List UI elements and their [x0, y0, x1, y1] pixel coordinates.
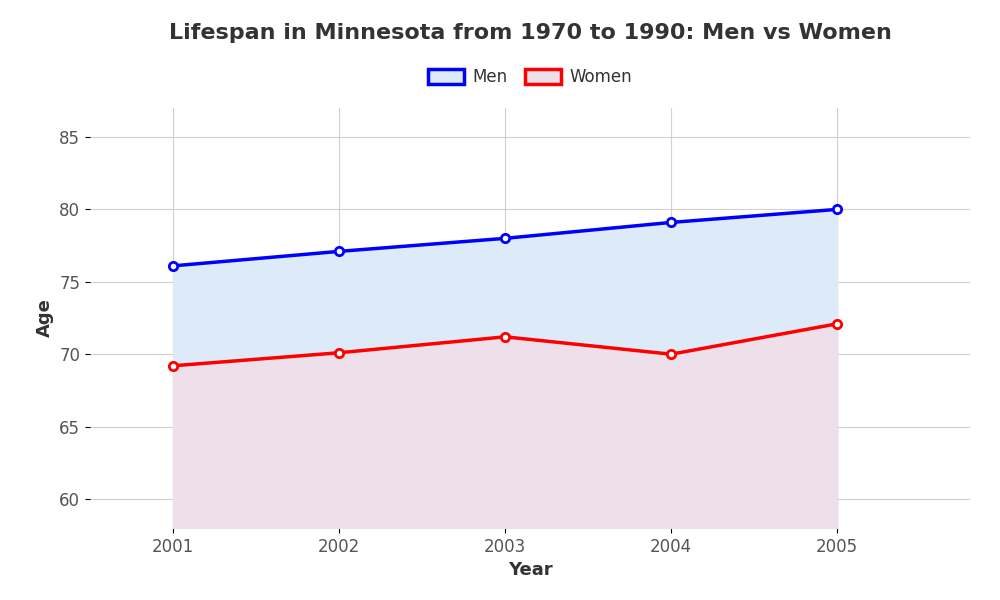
- Title: Lifespan in Minnesota from 1970 to 1990: Men vs Women: Lifespan in Minnesota from 1970 to 1990:…: [169, 23, 891, 43]
- X-axis label: Year: Year: [508, 561, 552, 579]
- Legend: Men, Women: Men, Women: [421, 62, 639, 93]
- Y-axis label: Age: Age: [36, 299, 54, 337]
